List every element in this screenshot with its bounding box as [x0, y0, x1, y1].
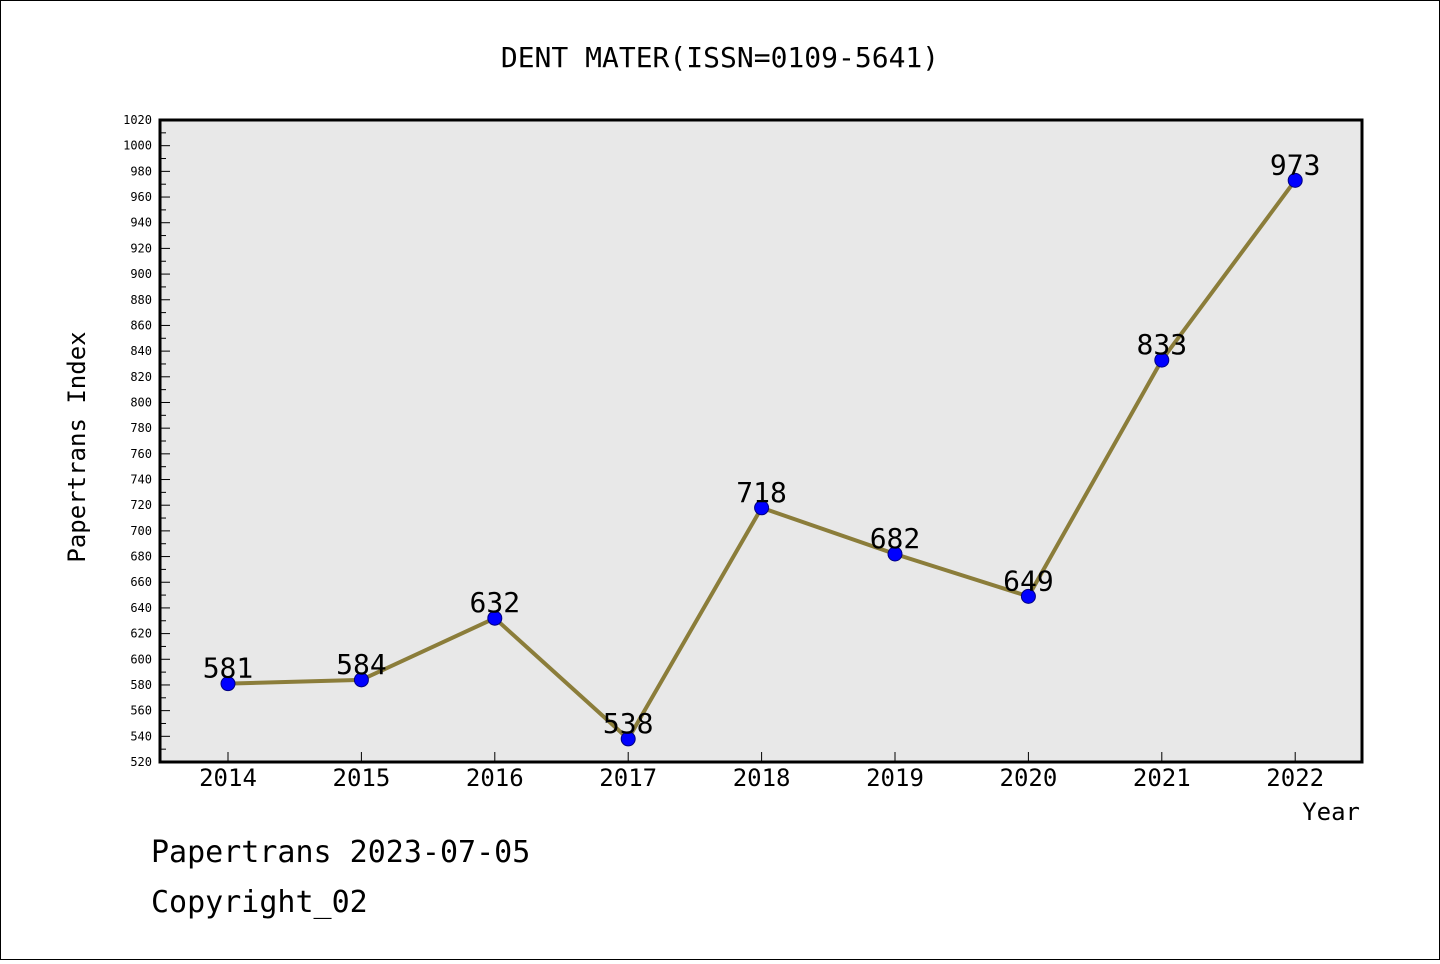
y-tick-label: 560: [130, 704, 152, 718]
data-label: 581: [203, 652, 254, 685]
y-tick-label: 520: [130, 755, 152, 769]
y-tick-label: 900: [130, 267, 152, 281]
y-axis-label: Papertrans Index: [63, 331, 91, 562]
data-point: [1154, 352, 1170, 368]
data-point: [353, 672, 369, 688]
y-tick-label: 600: [130, 652, 152, 666]
y-tick-label: 740: [130, 473, 152, 487]
y-tick-label: 820: [130, 370, 152, 384]
chart-title: DENT MATER(ISSN=0109-5641): [501, 41, 939, 74]
y-tick-label: 720: [130, 498, 152, 512]
data-point: [620, 731, 636, 747]
y-tick-label: 940: [130, 216, 152, 230]
y-tick-label: 580: [130, 678, 152, 692]
y-tick-label: 880: [130, 293, 152, 307]
data-point: [754, 500, 770, 516]
y-tick-label: 980: [130, 164, 152, 178]
data-point: [220, 676, 236, 692]
y-tick-label: 1000: [123, 139, 152, 153]
x-tick-label: 2016: [466, 764, 524, 792]
y-axis: 520 540 560 580 600 620 640 660 680 700 720 740 760 7…: [123, 113, 170, 769]
data-label: 584: [336, 648, 387, 681]
y-tick-label: 800: [130, 395, 152, 409]
x-tick-label: 2019: [866, 764, 924, 792]
y-tick-label: 540: [130, 729, 152, 743]
y-tick-label: 640: [130, 601, 152, 615]
x-axis-label: Year: [1302, 798, 1360, 826]
data-point: [887, 546, 903, 562]
x-tick-label: 2022: [1266, 764, 1324, 792]
data-point: [1287, 172, 1303, 188]
data-label: 682: [870, 522, 921, 555]
x-tick-label: 2014: [199, 764, 257, 792]
x-axis: 2014 2015 2016 2017 2018 2019 2020 2021 2022: [199, 752, 1324, 792]
y-tick-label: 960: [130, 190, 152, 204]
footer-date: Papertrans 2023-07-05: [151, 835, 531, 870]
y-tick-label: 840: [130, 344, 152, 358]
y-tick-label: 680: [130, 550, 152, 564]
plot-area: [160, 120, 1362, 762]
y-tick-label: 1020: [123, 113, 152, 127]
y-tick-label: 780: [130, 421, 152, 435]
plot-border: [158, 118, 1364, 764]
y-tick-label: 700: [130, 524, 152, 538]
data-label: 973: [1270, 148, 1321, 181]
y-tick-label: 660: [130, 575, 152, 589]
x-tick-label: 2017: [599, 764, 657, 792]
x-tick-label: 2021: [1133, 764, 1191, 792]
data-point: [1020, 588, 1036, 604]
data-label: 718: [736, 476, 787, 509]
x-tick-label: 2018: [733, 764, 791, 792]
y-tick-label: 620: [130, 627, 152, 641]
series-group: 581 584 632 538 718 682 649 833 973: [203, 148, 1321, 747]
data-label: 632: [470, 586, 521, 619]
y-tick-label: 920: [130, 241, 152, 255]
footer-copyright: Copyright_02: [151, 885, 368, 920]
y-tick-label: 760: [130, 447, 152, 461]
x-tick-label: 2015: [333, 764, 391, 792]
x-tick-label: 2020: [1000, 764, 1058, 792]
data-label: 538: [603, 707, 654, 740]
data-label: 833: [1137, 328, 1188, 361]
y-tick-label: 860: [130, 318, 152, 332]
data-label: 649: [1003, 564, 1054, 597]
data-point: [487, 610, 503, 626]
